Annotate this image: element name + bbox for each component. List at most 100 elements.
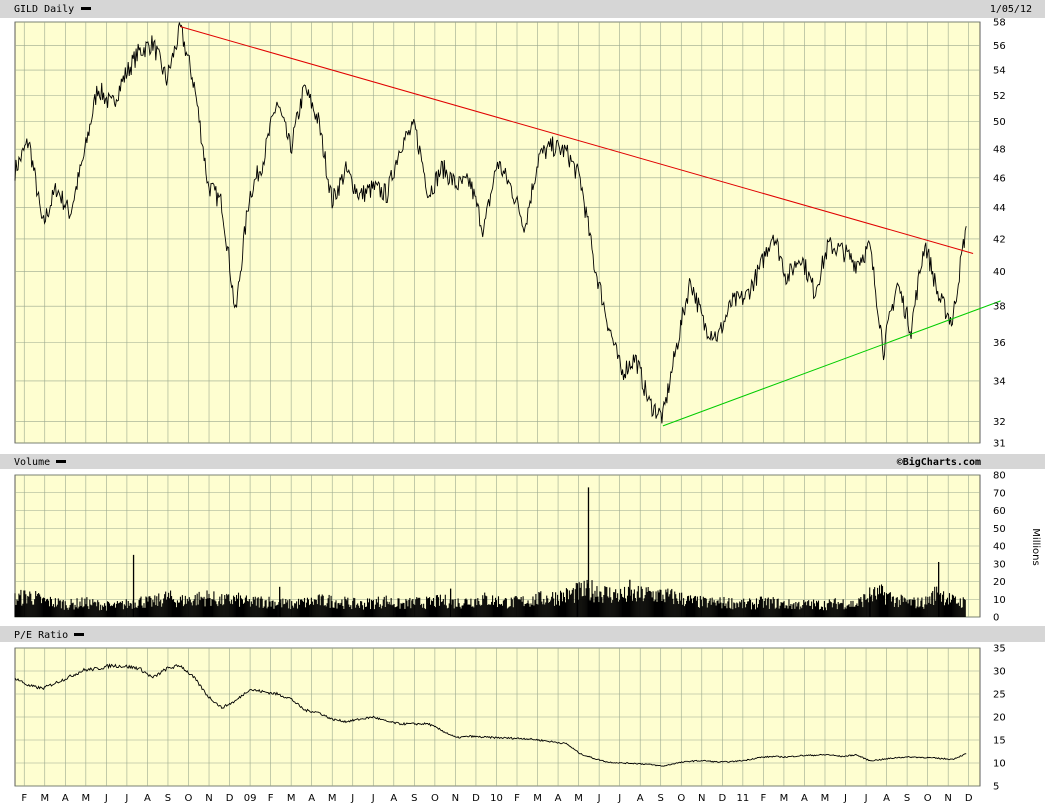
x-tick-label: S bbox=[411, 793, 417, 804]
price-tick-label: 40 bbox=[993, 267, 1006, 278]
x-tick-label: S bbox=[658, 793, 664, 804]
price-tick-label: 32 bbox=[993, 417, 1006, 428]
volume-tick-label: 0 bbox=[993, 613, 999, 624]
x-tick-label: A bbox=[883, 793, 890, 804]
x-tick-label: J bbox=[124, 793, 128, 804]
price-tick-label: 46 bbox=[993, 173, 1006, 184]
pe-label: P/E Ratio bbox=[14, 630, 68, 641]
pe-tick-label: 10 bbox=[993, 759, 1006, 770]
x-tick-label: A bbox=[390, 793, 397, 804]
price-tick-label: 36 bbox=[993, 338, 1006, 349]
x-tick-label: D bbox=[965, 793, 973, 804]
x-tick-label: A bbox=[308, 793, 315, 804]
x-tick-label: A bbox=[801, 793, 808, 804]
volume-label: Volume bbox=[14, 457, 50, 468]
x-tick-label: N bbox=[698, 793, 705, 804]
x-tick-label: M bbox=[780, 793, 789, 804]
x-tick-label: M bbox=[40, 793, 49, 804]
grid-lines bbox=[15, 21, 980, 787]
price-tick-label: 54 bbox=[993, 66, 1006, 77]
x-tick-label: O bbox=[431, 793, 439, 804]
symbol-legend-swatch bbox=[81, 7, 91, 10]
volume-tick-label: 50 bbox=[993, 524, 1006, 535]
x-tick-label: 11 bbox=[736, 793, 749, 804]
pe-tick-label: 5 bbox=[993, 782, 999, 793]
x-tick-label: D bbox=[226, 793, 234, 804]
pe-tick-label: 35 bbox=[993, 644, 1006, 655]
volume-tick-label: 80 bbox=[993, 471, 1006, 482]
price-tick-label: 58 bbox=[993, 18, 1006, 29]
x-tick-label: O bbox=[924, 793, 932, 804]
watermark: ©BigCharts.com bbox=[897, 456, 981, 468]
pe-header-band bbox=[0, 626, 1045, 642]
volume-tick-label: 10 bbox=[993, 595, 1006, 606]
pe-series bbox=[14, 663, 967, 767]
x-tick-label: M bbox=[574, 793, 583, 804]
volume-tick-label: 20 bbox=[993, 577, 1006, 588]
x-tick-label: J bbox=[350, 793, 354, 804]
x-tick-label: M bbox=[328, 793, 337, 804]
pe-tick-label: 20 bbox=[993, 713, 1006, 724]
price-tick-label: 52 bbox=[993, 91, 1006, 102]
volume-tick-label: 30 bbox=[993, 559, 1006, 570]
x-tick-label: D bbox=[718, 793, 726, 804]
price-tick-label: 44 bbox=[993, 203, 1006, 214]
x-tick-label: 10 bbox=[490, 793, 503, 804]
x-tick-label: M bbox=[821, 793, 830, 804]
price-tick-label: 38 bbox=[993, 302, 1006, 313]
axis-labels: F M A M J J A S O N D 09 F M A M J J A S O N D 10 F M A M J J A S O N D 11 F… bbox=[21, 18, 1005, 805]
volume-legend-swatch bbox=[56, 460, 66, 463]
pe-tick-label: 30 bbox=[993, 667, 1006, 678]
volume-tick-label: 40 bbox=[993, 542, 1006, 553]
resistance-trendline bbox=[180, 26, 974, 254]
x-tick-label: J bbox=[617, 793, 621, 804]
x-tick-label: A bbox=[637, 793, 644, 804]
volume-unit-label: Millions bbox=[1030, 528, 1041, 565]
x-tick-label: O bbox=[185, 793, 193, 804]
volume-header-band bbox=[0, 454, 1045, 469]
price-tick-label: 56 bbox=[993, 41, 1006, 52]
x-tick-label: D bbox=[472, 793, 480, 804]
x-tick-label: J bbox=[843, 793, 847, 804]
volume-tick-label: 60 bbox=[993, 506, 1006, 517]
x-tick-label: M bbox=[533, 793, 542, 804]
support-trendline bbox=[662, 300, 1001, 427]
chart-date: 1/05/12 bbox=[990, 4, 1032, 15]
price-header-band bbox=[0, 0, 1045, 18]
pe-legend-swatch bbox=[74, 633, 84, 636]
x-tick-label: S bbox=[904, 793, 910, 804]
volume-bars bbox=[14, 487, 966, 617]
x-tick-label: A bbox=[62, 793, 69, 804]
price-tick-label: 31 bbox=[993, 439, 1006, 450]
pe-line bbox=[14, 663, 967, 767]
x-tick-label: O bbox=[677, 793, 685, 804]
price-series bbox=[14, 22, 1001, 427]
x-tick-label: J bbox=[104, 793, 108, 804]
x-tick-label: F bbox=[761, 793, 767, 804]
price-tick-label: 48 bbox=[993, 145, 1006, 156]
volume-tick-label: 70 bbox=[993, 488, 1006, 499]
x-tick-label: N bbox=[452, 793, 459, 804]
x-tick-label: A bbox=[144, 793, 151, 804]
price-tick-label: 34 bbox=[993, 376, 1006, 387]
x-tick-label: N bbox=[944, 793, 951, 804]
x-tick-label: F bbox=[514, 793, 520, 804]
price-tick-label: 50 bbox=[993, 117, 1006, 128]
x-tick-label: A bbox=[555, 793, 562, 804]
pe-tick-label: 15 bbox=[993, 736, 1006, 747]
x-tick-label: J bbox=[371, 793, 375, 804]
x-tick-label: F bbox=[21, 793, 27, 804]
x-tick-label: M bbox=[287, 793, 296, 804]
x-tick-label: F bbox=[268, 793, 274, 804]
x-tick-label: 09 bbox=[244, 793, 257, 804]
x-tick-label: S bbox=[165, 793, 171, 804]
symbol-label: GILD Daily bbox=[14, 4, 74, 15]
x-tick-label: J bbox=[597, 793, 601, 804]
x-tick-label: N bbox=[205, 793, 212, 804]
price-panel bbox=[14, 21, 981, 444]
x-tick-label: M bbox=[82, 793, 91, 804]
price-tick-label: 42 bbox=[993, 234, 1006, 245]
pe-tick-label: 25 bbox=[993, 690, 1006, 701]
x-tick-label: J bbox=[864, 793, 868, 804]
